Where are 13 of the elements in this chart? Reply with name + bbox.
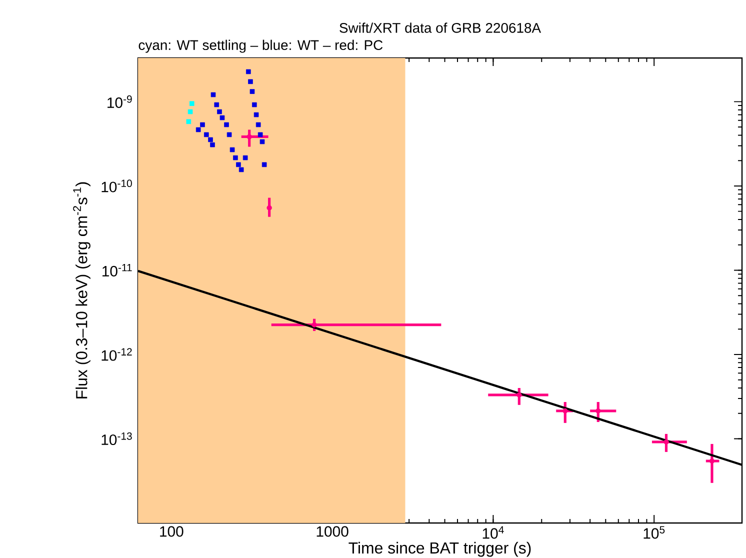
- y-tick-label: 10$^{-11}$: [102, 264, 132, 276]
- y-tick-label: 10$^{-12}$: [102, 348, 132, 361]
- chart-title: Swift/XRT data of GRB 220618A: [340, 22, 542, 33]
- x-tick-label: 10$^{5}$: [644, 526, 665, 539]
- x-tick-label: 10$^{4}$: [482, 526, 504, 539]
- y-tick-label: 10$^{-9}$: [108, 95, 132, 108]
- y-axis-title: Flux (0.3–10 keV) (erg cm$^{-2}$s$^{-1}$): [73, 182, 90, 398]
- chart-subtitle: cyan: WT settling – blue: WT – red: PC: [138, 40, 383, 53]
- y-tick-label: 10$^{-10}$: [102, 180, 132, 192]
- x-tick-label: 1000: [316, 526, 348, 537]
- x-tick-label: 100: [160, 526, 184, 537]
- x-axis-title: Time since BAT trigger (s): [348, 542, 531, 557]
- y-tick-label: 10$^{-13}$: [102, 432, 132, 446]
